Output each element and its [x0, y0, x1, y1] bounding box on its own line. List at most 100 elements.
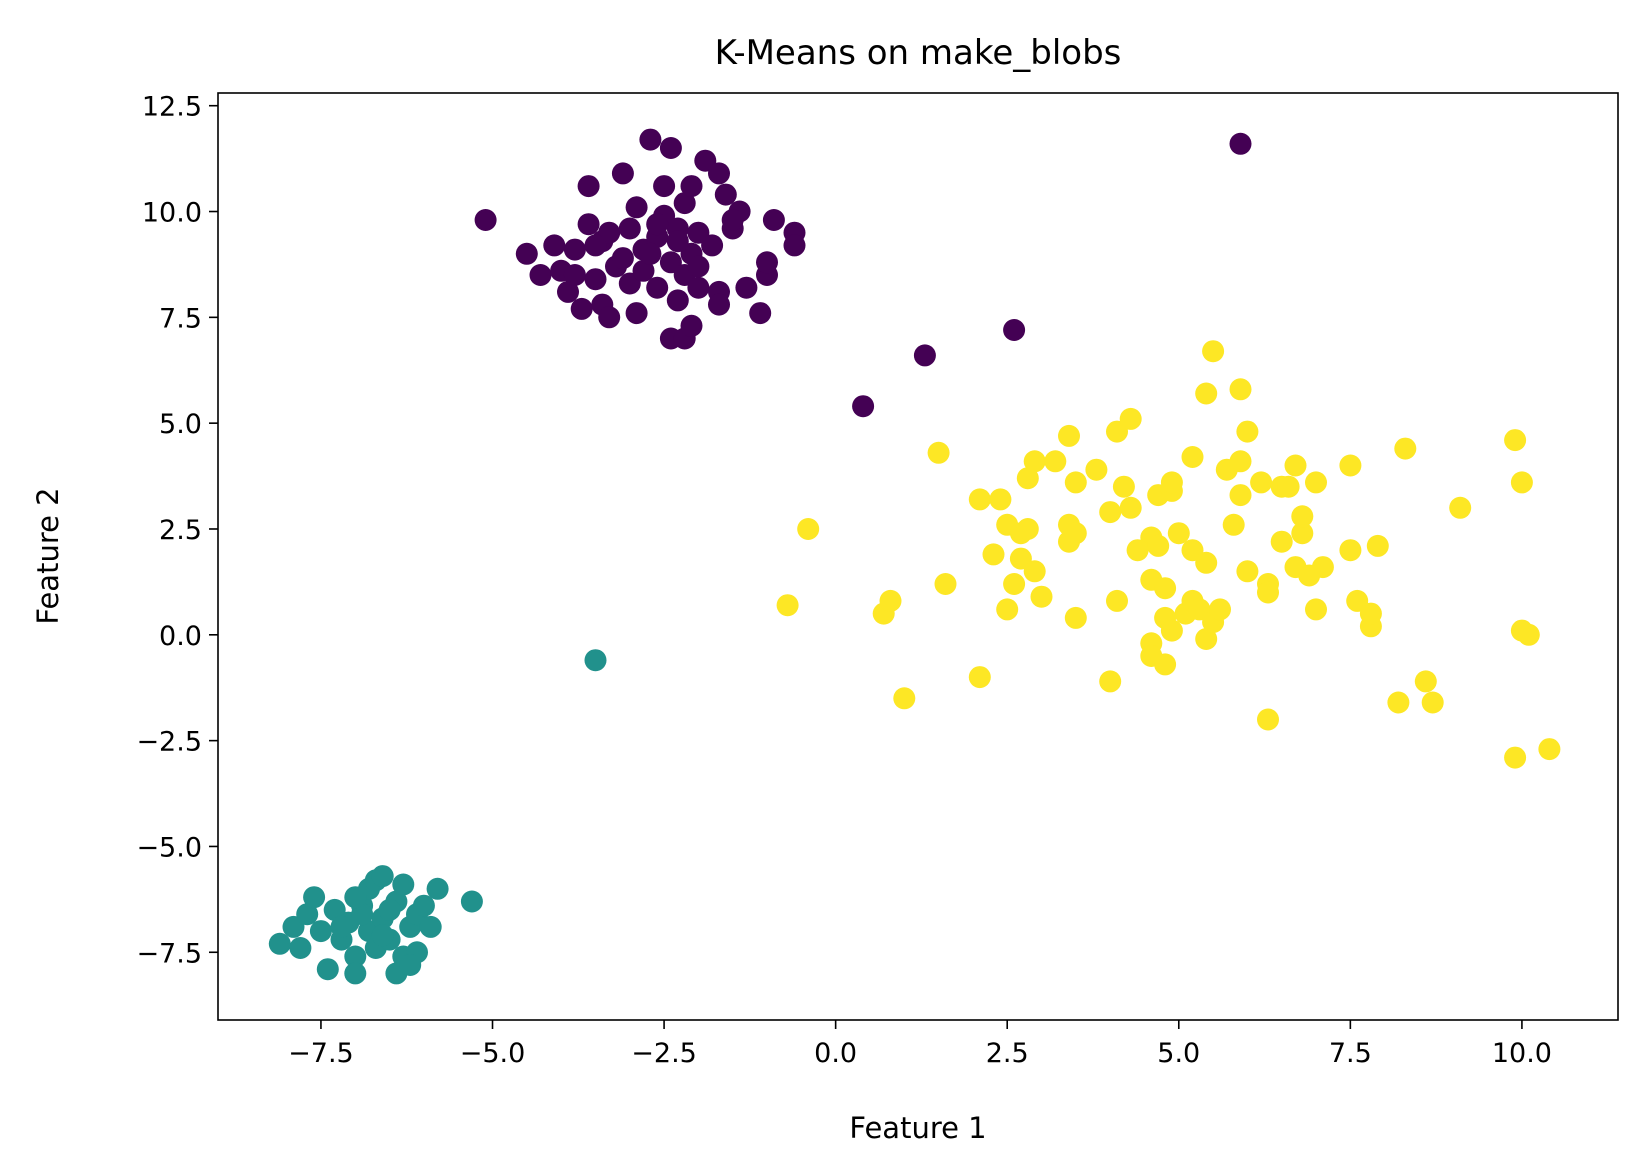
- data-point: [1421, 691, 1444, 714]
- data-point: [611, 247, 634, 270]
- data-point: [289, 937, 312, 959]
- data-point: [783, 234, 806, 257]
- data-point: [1106, 589, 1128, 612]
- data-point: [1291, 505, 1314, 528]
- data-point: [1291, 522, 1314, 545]
- plot-frame: [217, 92, 1619, 1021]
- data-point: [1229, 484, 1252, 507]
- data-point: [563, 238, 586, 261]
- data-point: [653, 175, 676, 198]
- data-point: [1119, 407, 1142, 430]
- data-point: [1305, 598, 1327, 621]
- x-tick-label: 7.5: [1329, 1038, 1372, 1069]
- data-points: [268, 128, 1561, 985]
- data-point: [1016, 467, 1039, 490]
- data-point: [632, 259, 655, 282]
- data-point: [968, 488, 991, 511]
- data-point: [1339, 539, 1362, 562]
- data-point: [996, 598, 1019, 621]
- data-point: [968, 666, 991, 689]
- data-point: [1284, 454, 1307, 477]
- y-tick-label: −2.5: [136, 727, 202, 758]
- data-point: [735, 276, 758, 299]
- x-tick-label: 10.0: [1492, 1038, 1552, 1069]
- data-point: [680, 314, 703, 337]
- data-point: [1449, 496, 1472, 519]
- data-point: [296, 903, 319, 926]
- data-point: [982, 543, 1005, 566]
- data-point: [1202, 340, 1225, 363]
- data-point: [584, 234, 607, 257]
- data-point: [1538, 738, 1561, 761]
- y-tick-label: 7.5: [159, 303, 202, 334]
- data-point: [625, 196, 648, 219]
- data-point: [577, 175, 600, 198]
- data-point: [543, 234, 566, 257]
- data-point: [756, 251, 778, 274]
- data-point: [666, 230, 689, 253]
- data-point: [1195, 551, 1218, 574]
- data-point: [412, 894, 435, 917]
- y-tick-label: −7.5: [136, 938, 202, 969]
- data-point: [1016, 518, 1039, 540]
- x-tick-label: 0.0: [814, 1038, 857, 1069]
- data-point: [1003, 573, 1026, 595]
- data-point: [1030, 585, 1053, 608]
- x-axis-label: Feature 1: [849, 1111, 986, 1145]
- data-point: [611, 162, 634, 185]
- data-point: [1270, 530, 1293, 553]
- y-tick-label: 5.0: [159, 409, 202, 440]
- data-point: [721, 209, 744, 231]
- data-point: [1209, 598, 1231, 621]
- data-point: [749, 302, 772, 325]
- data-point: [639, 242, 662, 265]
- y-tick-label: 10.0: [142, 198, 202, 229]
- data-point: [934, 573, 957, 595]
- data-point: [708, 293, 730, 316]
- x-axis-ticks: −7.5 −5.0 −2.5 0.0 2.5 5.0 7.5 10.0: [288, 1020, 1552, 1069]
- data-point: [714, 183, 737, 206]
- data-point: [1366, 534, 1389, 557]
- data-point: [1236, 420, 1259, 443]
- data-point: [1058, 424, 1080, 447]
- data-point: [646, 276, 669, 299]
- data-point: [1229, 132, 1252, 155]
- data-point: [659, 137, 682, 159]
- data-point: [577, 213, 600, 236]
- data-point: [776, 594, 799, 617]
- data-point: [344, 945, 367, 968]
- data-point: [584, 268, 607, 291]
- data-point: [1064, 471, 1087, 494]
- data-point: [351, 903, 374, 926]
- data-point: [701, 234, 724, 257]
- data-point: [316, 958, 339, 981]
- data-point: [1222, 513, 1245, 536]
- data-point: [1119, 496, 1142, 519]
- data-point: [1229, 378, 1252, 401]
- data-point: [1160, 619, 1183, 642]
- data-point: [330, 915, 353, 938]
- data-point: [1298, 564, 1321, 587]
- data-point: [371, 865, 394, 888]
- data-point: [1305, 471, 1327, 494]
- data-point: [419, 915, 442, 938]
- data-point: [1339, 454, 1362, 477]
- data-point: [1154, 653, 1177, 676]
- data-point: [618, 217, 641, 240]
- data-point: [1257, 708, 1279, 731]
- data-point: [1504, 429, 1527, 452]
- data-point: [1195, 382, 1218, 405]
- data-point: [344, 962, 367, 985]
- data-point: [584, 649, 607, 672]
- data-point: [303, 886, 326, 909]
- data-point: [1147, 534, 1170, 557]
- data-point: [344, 886, 367, 909]
- data-point: [1181, 446, 1204, 468]
- data-point: [797, 518, 820, 540]
- data-point: [570, 297, 593, 320]
- x-tick-label: −7.5: [288, 1038, 354, 1069]
- data-point: [378, 898, 401, 921]
- x-tick-label: −5.0: [460, 1038, 526, 1069]
- data-point: [399, 954, 422, 976]
- x-tick-label: 5.0: [1157, 1038, 1200, 1069]
